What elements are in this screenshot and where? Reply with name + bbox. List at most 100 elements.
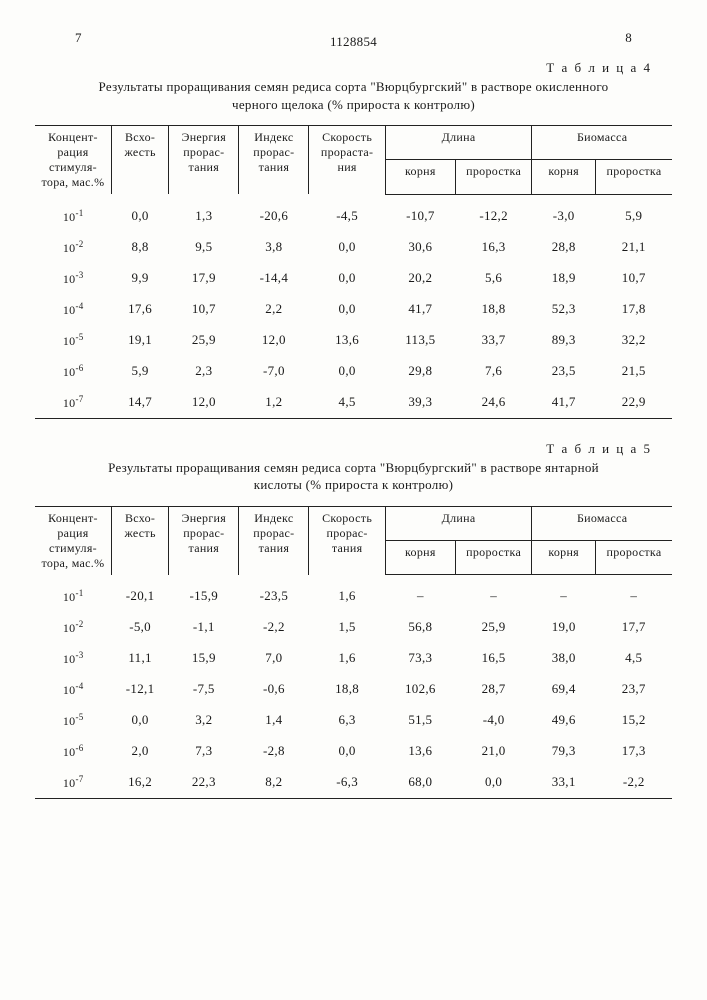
cell-value: 17,9 [169, 263, 239, 294]
cell-value: 17,6 [111, 294, 168, 325]
cell-value: 32,2 [596, 325, 672, 356]
table4-caption: Результаты проращивания семян редиса сор… [85, 78, 622, 113]
th-biomass: Биомасса [532, 506, 672, 540]
cell-conc: 10-5 [35, 325, 111, 356]
cell-value: -6,3 [309, 767, 385, 799]
cell-value: 25,9 [455, 612, 531, 643]
cell-value: 0,0 [309, 356, 385, 387]
cell-value: -12,1 [111, 674, 168, 705]
cell-value: 3,2 [169, 705, 239, 736]
th-speed: Скорость прораста-ния [309, 126, 385, 195]
page-left: 7 [75, 30, 82, 46]
cell-value: -7,5 [169, 674, 239, 705]
cell-value: -23,5 [239, 581, 309, 612]
cell-conc: 10-3 [35, 643, 111, 674]
cell-value: 5,6 [455, 263, 531, 294]
table-row: 10-28,89,53,80,030,616,328,821,1 [35, 232, 672, 263]
cell-value: – [532, 581, 596, 612]
cell-value: 20,2 [385, 263, 455, 294]
cell-value: 7,6 [455, 356, 531, 387]
cell-value: 18,8 [309, 674, 385, 705]
th-speed: Скорость прорас-тания [309, 506, 385, 575]
table-row: 10-65,92,3-7,00,029,87,623,521,5 [35, 356, 672, 387]
th-len-root: корня [385, 540, 455, 574]
cell-value: 0,0 [111, 705, 168, 736]
cell-value: 13,6 [385, 736, 455, 767]
th-biomass: Биомасса [532, 126, 672, 160]
cell-value: 52,3 [532, 294, 596, 325]
cell-value: 2,0 [111, 736, 168, 767]
cell-value: -14,4 [239, 263, 309, 294]
cell-value: 5,9 [111, 356, 168, 387]
cell-value: 29,8 [385, 356, 455, 387]
th-index: Индекс прорас-тания [239, 126, 309, 195]
th-germ: Всхо-жесть [111, 506, 168, 575]
cell-value: -10,7 [385, 201, 455, 232]
cell-value: 7,3 [169, 736, 239, 767]
table4-label: Т а б л и ц а 4 [35, 60, 652, 76]
cell-value: 9,5 [169, 232, 239, 263]
cell-value: 30,6 [385, 232, 455, 263]
cell-value: 18,8 [455, 294, 531, 325]
cell-value: 28,8 [532, 232, 596, 263]
cell-value: 8,2 [239, 767, 309, 799]
cell-value: 0,0 [309, 232, 385, 263]
table5: Концент-рация стимуля-тора, мас.% Всхо-ж… [35, 506, 672, 800]
cell-value: -1,1 [169, 612, 239, 643]
table-row: 10-10,01,3-20,6-4,5-10,7-12,2-3,05,9 [35, 201, 672, 232]
cell-value: 21,5 [596, 356, 672, 387]
cell-value: -2,8 [239, 736, 309, 767]
cell-value: -20,6 [239, 201, 309, 232]
th-bio-sprout: проростка [596, 540, 672, 574]
document-id: 1128854 [35, 34, 672, 50]
cell-value: 4,5 [596, 643, 672, 674]
cell-value: 22,9 [596, 387, 672, 419]
cell-value: – [385, 581, 455, 612]
table-row: 10-519,125,912,013,6113,533,789,332,2 [35, 325, 672, 356]
cell-conc: 10-1 [35, 201, 111, 232]
table-row: 10-1-20,1-15,9-23,51,6–––– [35, 581, 672, 612]
cell-value: 8,8 [111, 232, 168, 263]
cell-value: -20,1 [111, 581, 168, 612]
cell-value: 73,3 [385, 643, 455, 674]
cell-value: 17,3 [596, 736, 672, 767]
cell-value: 14,7 [111, 387, 168, 419]
th-bio-root: корня [532, 160, 596, 194]
cell-value: 2,2 [239, 294, 309, 325]
page-right: 8 [625, 30, 632, 46]
cell-value: 1,5 [309, 612, 385, 643]
cell-value: 51,5 [385, 705, 455, 736]
cell-value: 0,0 [309, 294, 385, 325]
cell-value: 19,1 [111, 325, 168, 356]
cell-value: – [596, 581, 672, 612]
cell-value: -0,6 [239, 674, 309, 705]
cell-value: 41,7 [532, 387, 596, 419]
table4: Концент-рация стимуля-тора, мас.% Всхо-ж… [35, 125, 672, 419]
th-length: Длина [385, 506, 532, 540]
cell-value: 38,0 [532, 643, 596, 674]
cell-value: 0,0 [455, 767, 531, 799]
cell-value: 89,3 [532, 325, 596, 356]
cell-conc: 10-2 [35, 612, 111, 643]
cell-value: 2,3 [169, 356, 239, 387]
cell-conc: 10-7 [35, 387, 111, 419]
cell-value: 69,4 [532, 674, 596, 705]
cell-value: 28,7 [455, 674, 531, 705]
cell-value: -3,0 [532, 201, 596, 232]
cell-value: -5,0 [111, 612, 168, 643]
cell-value: 5,9 [596, 201, 672, 232]
table5-body: 10-1-20,1-15,9-23,51,6––––10-2-5,0-1,1-2… [35, 575, 672, 799]
cell-value: 15,9 [169, 643, 239, 674]
cell-value: 6,3 [309, 705, 385, 736]
th-conc: Концент-рация стимуля-тора, мас.% [35, 506, 111, 575]
cell-value: 1,3 [169, 201, 239, 232]
cell-value: 25,9 [169, 325, 239, 356]
cell-value: 4,5 [309, 387, 385, 419]
table-row: 10-417,610,72,20,041,718,852,317,8 [35, 294, 672, 325]
cell-value: 3,8 [239, 232, 309, 263]
cell-value: 0,0 [111, 201, 168, 232]
cell-value: 49,6 [532, 705, 596, 736]
th-len-sprout: проростка [455, 160, 531, 194]
th-bio-sprout: проростка [596, 160, 672, 194]
table-row: 10-716,222,38,2-6,368,00,033,1-2,2 [35, 767, 672, 799]
